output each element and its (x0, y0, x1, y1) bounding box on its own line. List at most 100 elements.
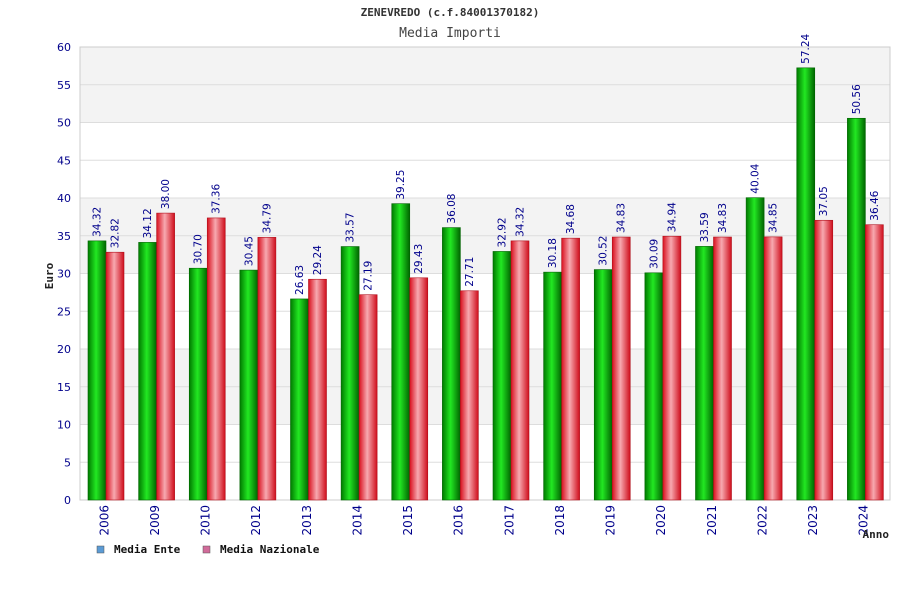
chart-title: ZENEVREDO (c.f.84001370182) (361, 6, 540, 19)
data-label: 30.18 (547, 238, 559, 268)
bar-media-nazionale-2016 (460, 290, 479, 501)
x-tick-label: 2022 (755, 505, 769, 536)
data-label: 50.56 (851, 84, 863, 114)
bar-media-nazionale-2020 (662, 235, 682, 501)
bar-media-ente-2010 (188, 267, 208, 501)
bar-media-nazionale-2006 (105, 251, 125, 501)
bar-media-nazionale-2023 (814, 219, 834, 501)
data-label: 34.68 (565, 204, 577, 234)
data-label: 34.32 (92, 207, 104, 237)
bar-media-ente-2012 (239, 269, 259, 501)
data-label: 34.32 (515, 207, 527, 237)
data-label: 36.46 (869, 190, 881, 220)
data-label: 40.04 (750, 163, 762, 193)
y-tick-label: 50 (57, 117, 71, 130)
data-label: 39.25 (395, 170, 407, 200)
y-tick-label: 0 (64, 494, 71, 507)
bar-media-nazionale-2015 (409, 277, 429, 501)
data-label: 57.24 (800, 33, 812, 63)
bar-media-ente-2021 (695, 246, 714, 501)
data-label: 33.57 (345, 212, 357, 242)
data-label: 32.82 (110, 218, 122, 248)
data-label: 37.05 (818, 186, 830, 216)
legend: Media Ente Media Nazionale (96, 543, 320, 556)
bar-media-ente-2006 (87, 240, 107, 501)
bar-media-ente-2022 (745, 197, 765, 501)
grid-band (80, 47, 890, 85)
data-label: 30.45 (243, 236, 255, 266)
grid-band (80, 160, 890, 198)
bar-media-nazionale-2024 (865, 224, 884, 501)
x-axis-ticks: 2006 2009 2010 2012 2013 2014 2015 2016 2017 2018… (97, 505, 870, 536)
bar-media-nazionale-2009 (156, 212, 175, 501)
bars (87, 67, 884, 501)
y-tick-label: 45 (57, 154, 71, 167)
y-axis-label: Euro (43, 262, 56, 289)
bar-media-ente-2015 (391, 203, 411, 501)
x-tick-label: 2010 (199, 505, 213, 536)
x-tick-label: 2012 (249, 505, 263, 536)
plot-frame (79, 46, 891, 501)
x-tick-label: 2014 (350, 505, 364, 536)
chart-subtitle: Media Importi (399, 26, 501, 41)
x-tick-label: 2015 (401, 505, 415, 536)
y-tick-label: 10 (57, 419, 71, 432)
data-label: 34.83 (717, 203, 729, 233)
bar-media-nazionale-2017 (510, 240, 530, 501)
data-label: 27.71 (464, 257, 476, 287)
bar-media-nazionale-2019 (611, 236, 631, 501)
data-label: 38.00 (160, 179, 172, 209)
x-tick-label: 2020 (654, 505, 668, 536)
bar-media-ente-2014 (340, 246, 360, 501)
data-label: 33.59 (699, 212, 711, 242)
x-tick-label: 2009 (148, 505, 162, 536)
x-tick-label: 2006 (97, 505, 111, 536)
x-axis-label: Anno (863, 528, 890, 541)
x-tick-label: 2019 (604, 505, 618, 536)
bar-media-ente-2020 (644, 272, 664, 501)
legend-label-media-nazionale: Media Nazionale (220, 543, 320, 556)
y-axis-ticks: 0 5 10 15 20 25 30 35 40 45 50 55 60 (57, 41, 71, 507)
bar-media-ente-2018 (543, 271, 562, 501)
bar-media-nazionale-2022 (763, 236, 783, 501)
data-label: 30.70 (193, 234, 205, 264)
legend-swatch-media-nazionale (202, 545, 211, 554)
y-tick-label: 40 (57, 192, 71, 205)
y-tick-label: 5 (64, 456, 71, 469)
bar-media-ente-2017 (492, 251, 512, 501)
bar-media-ente-2019 (593, 269, 613, 501)
bar-media-nazionale-2013 (308, 278, 327, 501)
y-tick-label: 25 (57, 305, 71, 318)
bar-media-ente-2024 (847, 117, 866, 501)
y-tick-label: 60 (57, 41, 71, 54)
bar-media-nazionale-2014 (358, 294, 378, 501)
legend-label-media-ente: Media Ente (114, 543, 181, 556)
x-tick-label: 2016 (452, 505, 466, 536)
data-label: 26.63 (294, 265, 306, 295)
data-label: 34.83 (616, 203, 628, 233)
bar-media-nazionale-2018 (561, 237, 580, 501)
data-label: 32.92 (497, 217, 509, 247)
x-tick-label: 2023 (806, 505, 820, 536)
y-tick-label: 20 (57, 343, 71, 356)
bar-media-ente-2023 (796, 67, 816, 501)
data-label: 30.09 (648, 239, 660, 269)
data-labels: 34.32 32.82 34.12 38.00 30.70 37.36 30.45 34.79… (92, 33, 881, 294)
grid-band (80, 122, 890, 161)
y-tick-label: 15 (57, 381, 71, 394)
data-label: 36.08 (446, 194, 458, 224)
y-tick-label: 35 (57, 230, 71, 243)
x-tick-label: 2018 (553, 505, 567, 536)
data-label: 30.52 (598, 236, 610, 266)
data-label: 34.94 (666, 202, 678, 232)
bar-media-ente-2013 (290, 298, 309, 501)
x-tick-label: 2024 (857, 505, 871, 536)
data-label: 29.43 (413, 244, 425, 274)
data-label: 37.36 (211, 184, 223, 214)
legend-swatch-media-ente (96, 545, 105, 554)
bar-media-nazionale-2010 (206, 217, 226, 501)
data-label: 34.12 (142, 208, 154, 238)
bar-media-nazionale-2021 (713, 236, 732, 501)
x-tick-label: 2021 (705, 505, 719, 536)
